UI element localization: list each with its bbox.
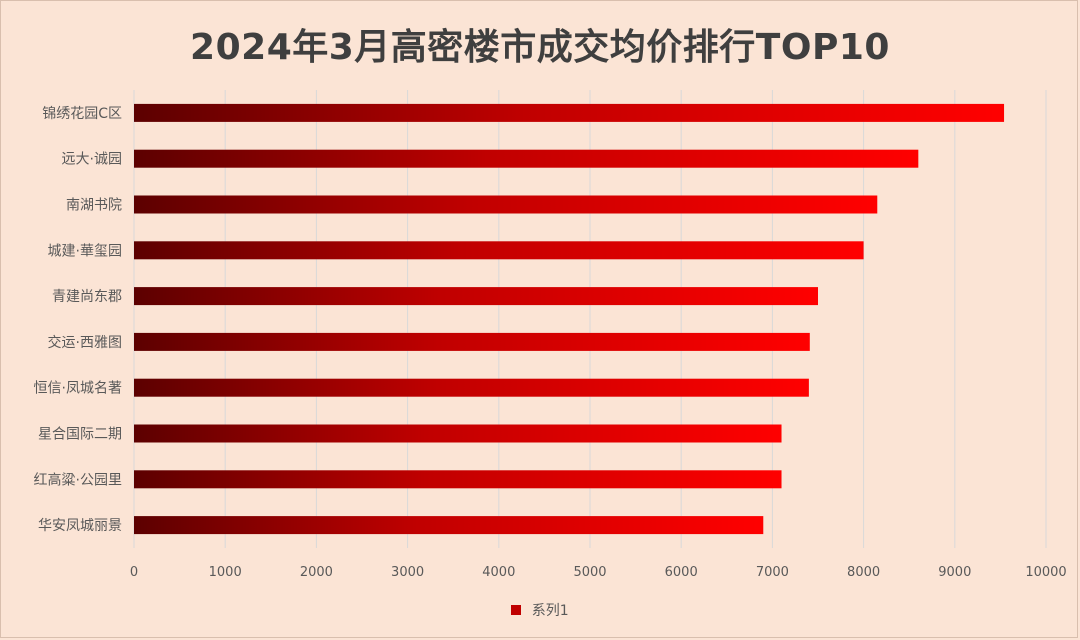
x-tick-label: 5000 [573, 565, 606, 580]
category-label: 红高粱·公园里 [34, 471, 122, 488]
category-label: 锦绣花园C区 [42, 105, 122, 122]
x-tick-label: 1000 [209, 565, 242, 580]
bar [134, 470, 782, 489]
x-tick-label: 7000 [756, 565, 789, 580]
bar [134, 332, 810, 351]
legend-swatch [511, 605, 522, 615]
x-tick-label: 3000 [391, 565, 424, 580]
category-label: 星合国际二期 [38, 427, 122, 443]
bar [134, 516, 764, 535]
bar [134, 195, 878, 214]
bar [134, 378, 809, 397]
chart-title: 2024年3月高密楼市成交均价排行TOP10 [190, 27, 890, 68]
x-tick-labels: 0 1000 2000 3000 4000 5000 6000 7000 8000 9000 100… [130, 565, 1067, 580]
category-label: 交运·西雅图 [48, 334, 122, 351]
x-tick-label: 10000 [1025, 565, 1066, 580]
category-labels: 锦绣花园C区远大·诚园南湖书院城建·華玺园青建尚东郡交运·西雅图恒信·凤城名著星… [34, 105, 122, 534]
x-tick-label: 2000 [300, 565, 333, 580]
x-tick-label: 6000 [665, 565, 698, 580]
x-tick-label: 8000 [847, 565, 880, 580]
bar-chart-plot: 锦绣花园C区远大·诚园南湖书院城建·華玺园青建尚东郡交运·西雅图恒信·凤城名著星… [34, 90, 1067, 580]
category-label: 青建尚东郡 [52, 289, 122, 305]
bar [134, 287, 818, 306]
bar [134, 241, 864, 260]
bar [134, 424, 782, 443]
legend-label: 系列1 [531, 603, 569, 619]
bars [134, 103, 1005, 535]
category-label: 远大·诚园 [62, 152, 122, 168]
x-tick-label: 0 [130, 565, 138, 580]
bar [134, 103, 1005, 122]
x-tick-label: 4000 [482, 565, 515, 580]
category-label: 南湖书院 [66, 198, 122, 214]
category-label: 华安凤城丽景 [38, 518, 122, 534]
category-label: 城建·華玺园 [48, 243, 122, 259]
x-tick-label: 9000 [938, 565, 971, 580]
legend: 系列1 [0, 600, 1080, 620]
category-label: 恒信·凤城名著 [34, 381, 122, 397]
bar [134, 149, 919, 168]
